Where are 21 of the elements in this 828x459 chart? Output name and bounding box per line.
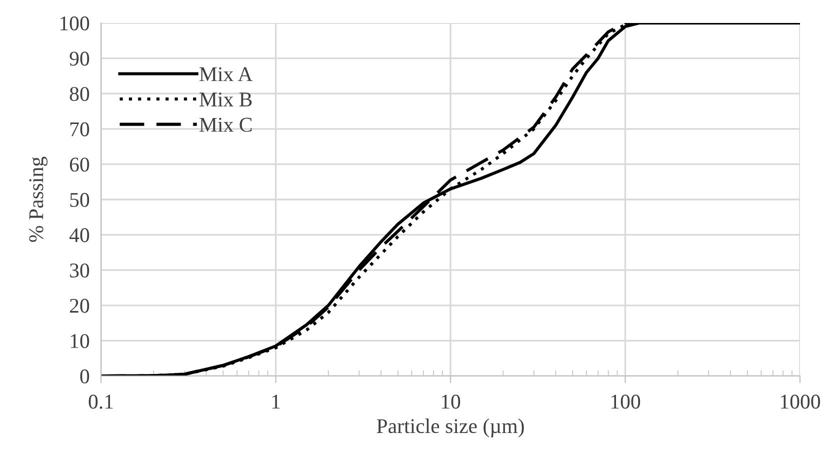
y-tick-label: 60 [70,158,90,172]
y-tick-label: 30 [70,263,90,278]
x-tick-label: 1000 [781,394,820,409]
y-tick-label: 10 [70,334,90,348]
x-tick-label: 100 [611,394,640,409]
y-tick-label: 100 [60,16,90,30]
y-tick-label: 0 [80,369,90,384]
y-tick-label: 40 [69,228,90,242]
y-tick-label: 80 [70,86,90,102]
x-tick-label: 10 [442,394,460,409]
y-tick-label: 70 [70,122,90,136]
legend-label: Mix B [200,92,252,106]
legend-label: Mix A [200,67,253,82]
x-tick-label: 0.1 [88,394,113,409]
x-axis-title: Particle size (µm) [376,418,524,438]
y-tick-label: 90 [70,52,90,66]
y-tick-label: 20 [70,298,90,313]
y-tick-label: 50 [70,192,90,207]
legend-label: Mix C [200,118,252,132]
y-axis-title: % Passing [29,156,48,242]
x-tick-label: 1 [272,394,280,409]
